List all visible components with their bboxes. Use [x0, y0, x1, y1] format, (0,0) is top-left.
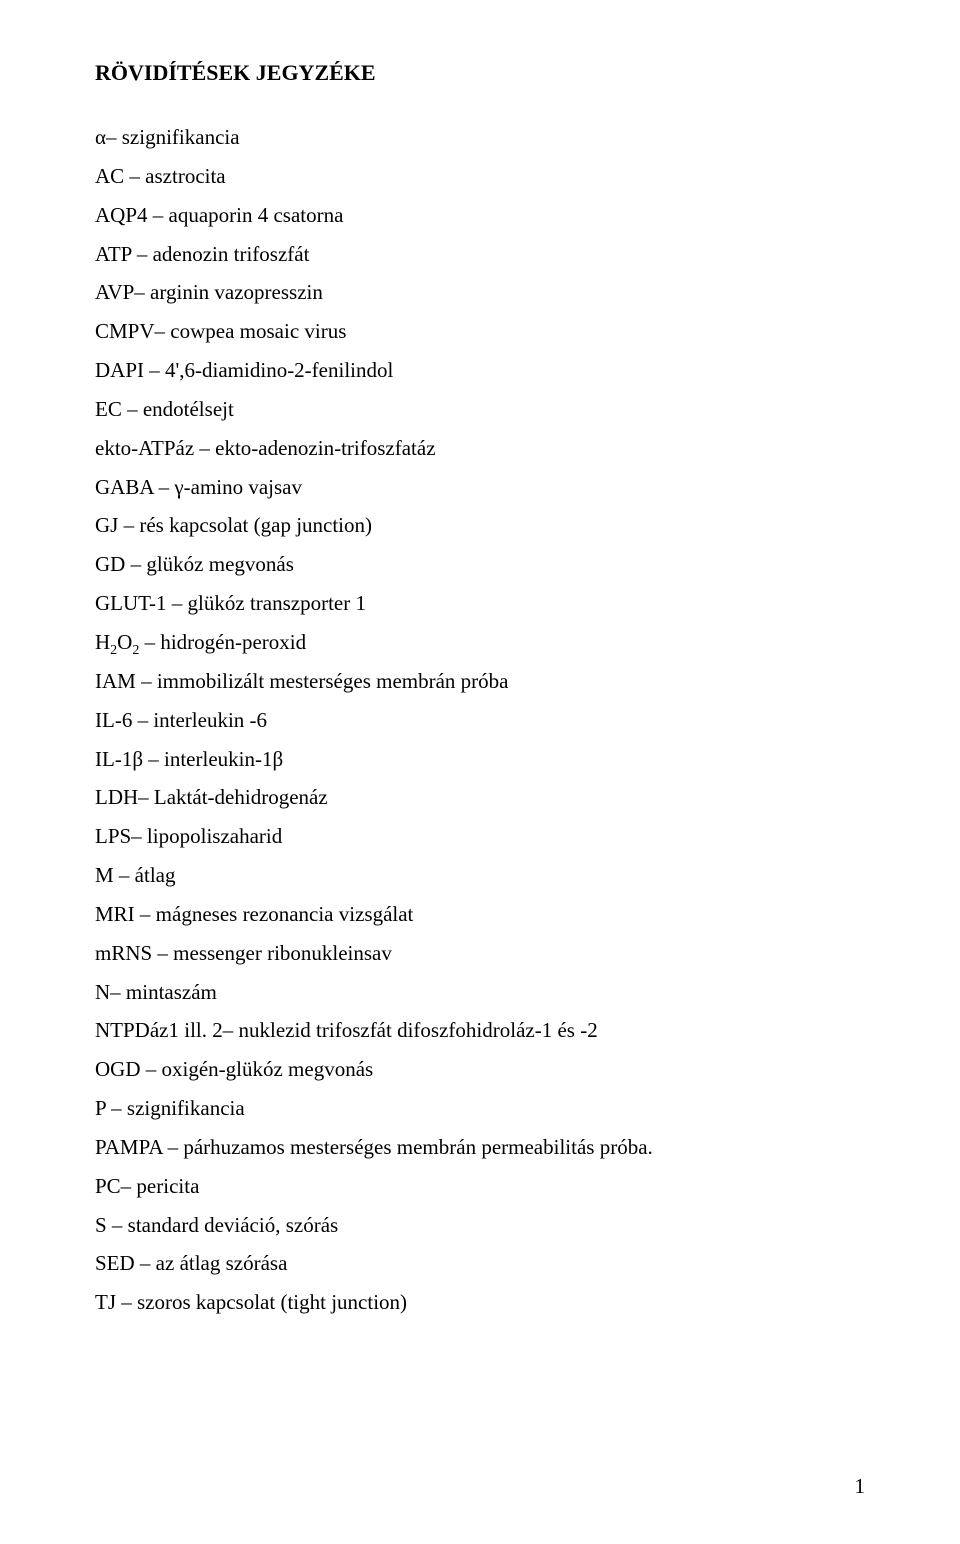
- abbrev-item: ekto-ATPáz – ekto-adenozin-trifoszfatáz: [95, 429, 865, 468]
- abbrev-item: α– szignifikancia: [95, 118, 865, 157]
- abbrev-item: mRNS – messenger ribonukleinsav: [95, 934, 865, 973]
- abbrev-item: IL-6 – interleukin -6: [95, 701, 865, 740]
- abbrev-item: ATP – adenozin trifoszfát: [95, 235, 865, 274]
- abbreviations-list: α– szignifikanciaAC – asztrocitaAQP4 – a…: [95, 118, 865, 1322]
- abbrev-item: N– mintaszám: [95, 973, 865, 1012]
- abbrev-item: GLUT-1 – glükóz transzporter 1: [95, 584, 865, 623]
- abbrev-item: NTPDáz1 ill. 2– nuklezid trifoszfát difo…: [95, 1011, 865, 1050]
- abbrev-item: PC– pericita: [95, 1167, 865, 1206]
- abbrev-item: IAM – immobilizált mesterséges membrán p…: [95, 662, 865, 701]
- abbrev-item: IL-1β – interleukin-1β: [95, 740, 865, 779]
- abbrev-item: AVP– arginin vazopresszin: [95, 273, 865, 312]
- abbrev-item: PAMPA – párhuzamos mesterséges membrán p…: [95, 1128, 865, 1167]
- abbrev-item: MRI – mágneses rezonancia vizsgálat: [95, 895, 865, 934]
- abbrev-item: LPS– lipopoliszaharid: [95, 817, 865, 856]
- abbrev-item: GJ – rés kapcsolat (gap junction): [95, 506, 865, 545]
- abbrev-item: SED – az átlag szórása: [95, 1244, 865, 1283]
- abbrev-item: CMPV– cowpea mosaic virus: [95, 312, 865, 351]
- abbrev-item: DAPI – 4',6-diamidino-2-fenilindol: [95, 351, 865, 390]
- abbrev-item: GD – glükóz megvonás: [95, 545, 865, 584]
- abbrev-item: OGD – oxigén-glükóz megvonás: [95, 1050, 865, 1089]
- abbrev-item: GABA – γ-amino vajsav: [95, 468, 865, 507]
- abbrev-item: P – szignifikancia: [95, 1089, 865, 1128]
- abbrev-item: TJ – szoros kapcsolat (tight junction): [95, 1283, 865, 1322]
- page-title: RÖVIDÍTÉSEK JEGYZÉKE: [95, 60, 865, 86]
- abbrev-item: AC – asztrocita: [95, 157, 865, 196]
- abbrev-item: S – standard deviáció, szórás: [95, 1206, 865, 1245]
- abbrev-item: AQP4 – aquaporin 4 csatorna: [95, 196, 865, 235]
- abbrev-item: H2O2 – hidrogén-peroxid: [95, 623, 865, 662]
- abbrev-item: EC – endotélsejt: [95, 390, 865, 429]
- abbrev-item: LDH– Laktát-dehidrogenáz: [95, 778, 865, 817]
- abbrev-item: M – átlag: [95, 856, 865, 895]
- page-number: 1: [855, 1474, 866, 1499]
